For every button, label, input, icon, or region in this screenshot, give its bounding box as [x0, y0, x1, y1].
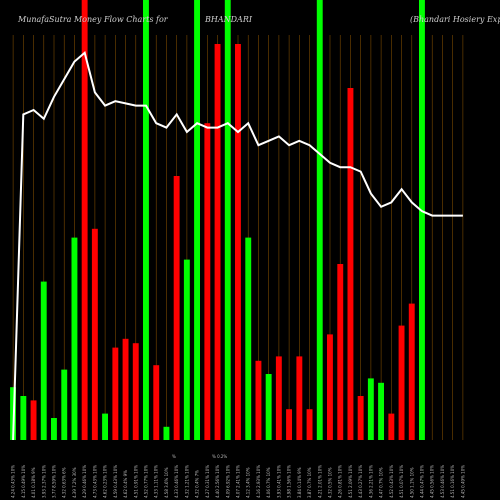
x-tick-label: 4.12 3.4% 10%	[246, 467, 251, 498]
bar-14	[143, 0, 149, 440]
x-tick-label: 3.87 0.7% 10%	[307, 467, 312, 498]
x-tick-label: 4.07 2.41% 10%	[236, 465, 241, 498]
x-tick-label: 4.33 0.46% 10%	[174, 465, 179, 498]
bar-22	[224, 0, 231, 440]
center-label-1: %	[172, 454, 176, 459]
x-tick-label: 4.52 0.43% 10%	[389, 465, 394, 498]
chart-title-left: MunafaSutra Money Flow Charts for	[17, 15, 169, 24]
x-tick-label: 4.06 0.7% 10%	[266, 467, 271, 498]
x-tick-label: 4.51 0.07% 10%	[399, 465, 404, 498]
bar-36	[367, 378, 374, 440]
x-tick-label: 4.27 0.31% 10%	[205, 465, 210, 498]
bar-29	[296, 356, 303, 440]
money-flow-line	[12, 50, 463, 441]
bar-31	[316, 0, 323, 440]
x-tick-label: 3.98 1.56% 10%	[287, 465, 292, 498]
bar-12	[122, 338, 129, 440]
x-tick-label: 4.58 3.6% 10%	[164, 467, 169, 498]
chart-title-center: BHANDARI	[204, 15, 253, 24]
x-tick-label: 4.52 0.77% 10%	[144, 465, 149, 498]
x-tick-label: 4.21 2.01% 10%	[317, 465, 322, 498]
center-label-2: % 0.2%	[212, 454, 227, 459]
x-tick-label: 4.32 0.63% 6%	[62, 467, 67, 498]
x-tick-label: 4.45 0.49% 10%	[460, 465, 465, 498]
x-tick-label: 4.16 2.93% 10%	[256, 465, 261, 498]
bar-41	[419, 0, 425, 440]
x-tick-label: 4.32 0.5% 10%	[328, 467, 333, 498]
x-tick-label: 4.51 0.91% 10%	[133, 465, 138, 498]
x-tick-labels: 4.24 0.43% 10% 4.15 0.49% 10% 4.01 0.18% 9…	[11, 465, 466, 498]
bar-34	[347, 88, 354, 440]
bar-39	[398, 325, 405, 440]
chart-title-right: (Bhandari Hosiery Exp	[410, 15, 500, 24]
bar-6	[61, 369, 68, 440]
x-tick-label: 4.33 1.11% 10%	[154, 465, 159, 498]
bar-33	[337, 264, 344, 440]
x-tick-label: 4.50 1.1% 10%	[409, 467, 414, 498]
x-tick-label: 4.43 0.27% 10%	[358, 465, 363, 498]
x-tick-label: 4.62 0.4% 9%	[123, 470, 128, 498]
bar-13	[132, 343, 139, 440]
x-tick-label: 4.29 0.46% 10%	[82, 465, 87, 498]
bar-25	[255, 360, 262, 440]
x-tick-label: 4.32 0.4% 7%	[195, 470, 200, 498]
bar-38	[388, 413, 395, 440]
bar-28	[286, 409, 292, 440]
x-tick-label: 4.62 0.23% 10%	[103, 465, 108, 498]
bar-9	[91, 228, 98, 440]
x-tick-label: 4.47 0.7% 10%	[379, 467, 384, 498]
bar-24	[245, 237, 252, 440]
bar-15	[153, 365, 160, 440]
bar-20	[204, 123, 211, 440]
bar-16	[163, 426, 170, 440]
bar-3	[30, 400, 37, 440]
x-tick-label: 4.36 2.21% 10%	[368, 465, 373, 498]
bar-21	[214, 44, 221, 440]
bar-18	[183, 259, 190, 440]
x-tick-label: 4.44 0.47% 10%	[420, 465, 425, 498]
x-tick-label: 4.24 0.43% 10%	[11, 465, 16, 498]
bar-19	[194, 0, 200, 440]
bar-32	[327, 334, 333, 440]
x-tick-label: 4.26 0.81% 10%	[338, 465, 343, 498]
bar-30	[306, 409, 313, 440]
x-tick-label: 4.15 0.49% 10%	[21, 465, 26, 498]
bar-8	[81, 0, 88, 440]
x-tick-label: 3.84 0.14% 9%	[297, 467, 302, 498]
x-tick-label: 4.40 2.56% 10%	[215, 465, 220, 498]
bar-40	[408, 303, 415, 440]
bar-27	[275, 356, 282, 440]
x-tick-label: 4.45 0.56% 10%	[430, 465, 435, 498]
bar-17	[173, 176, 180, 440]
bar-26	[265, 374, 272, 440]
x-tick-label: 4.53 0.46% 10%	[440, 465, 445, 498]
bar-series	[10, 0, 425, 440]
bar-5	[51, 418, 57, 440]
x-tick-label: 4.32 1.21% 10%	[184, 465, 189, 498]
x-tick-label: 3.93 2.37% 10%	[41, 465, 46, 498]
x-tick-label: 4.09 6.92% 10%	[225, 465, 230, 498]
bar-7	[71, 237, 78, 440]
x-tick-label: 4.73 0.43% 10%	[92, 465, 97, 498]
bar-2	[20, 396, 27, 440]
bar-35	[357, 396, 364, 440]
bar-10	[102, 413, 108, 440]
x-tick-label: 4.39 7.2% 30%	[72, 467, 77, 498]
x-tick-label: 4.59 0.43% 10%	[113, 465, 118, 498]
bar-4	[40, 281, 47, 440]
bar-23	[235, 44, 241, 440]
bar-37	[378, 382, 384, 440]
x-tick-label: 3.93 0.41% 10%	[276, 465, 281, 498]
x-tick-label: 3.77 8.59% 10%	[52, 465, 57, 498]
x-tick-label: 4.51 0.16% 10%	[450, 465, 455, 498]
x-tick-label: 4.01 0.18% 9%	[31, 467, 36, 498]
x-tick-label: 4.51 2.09% 10%	[348, 465, 353, 498]
bar-11	[112, 347, 119, 440]
